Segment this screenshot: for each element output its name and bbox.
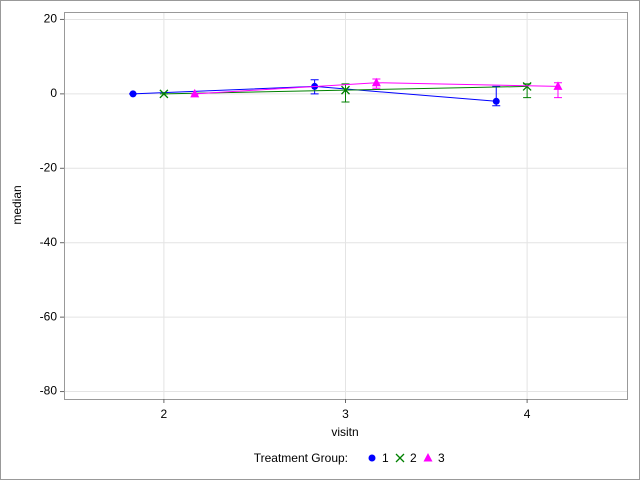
marker — [371, 77, 381, 87]
y-tick-label: 20 — [44, 12, 58, 26]
legend-marker — [423, 453, 433, 462]
legend-title: Treatment Group: — [254, 451, 348, 465]
x-tick-label: 4 — [524, 407, 531, 421]
marker — [492, 97, 500, 105]
y-tick-label: 0 — [50, 86, 57, 100]
legend-label: 1 — [382, 451, 389, 465]
x-axis-label: visitn — [331, 425, 358, 439]
y-tick-label: -80 — [40, 384, 58, 398]
y-axis-label: median — [10, 185, 24, 224]
y-tick-label: -60 — [40, 309, 58, 323]
legend-label: 2 — [410, 451, 417, 465]
error-bar — [341, 83, 350, 103]
y-tick-label: -40 — [40, 235, 58, 249]
marker — [129, 90, 137, 98]
marker — [190, 88, 200, 98]
marker — [341, 85, 350, 95]
legend-label: 3 — [438, 451, 445, 465]
marker — [159, 89, 169, 99]
y-tick-label: -20 — [40, 160, 58, 174]
legend-marker — [368, 454, 376, 462]
x-tick-label: 2 — [161, 407, 168, 421]
x-tick-label: 3 — [342, 407, 349, 421]
marker — [522, 81, 532, 91]
marker — [553, 81, 563, 90]
legend-marker — [395, 453, 405, 463]
